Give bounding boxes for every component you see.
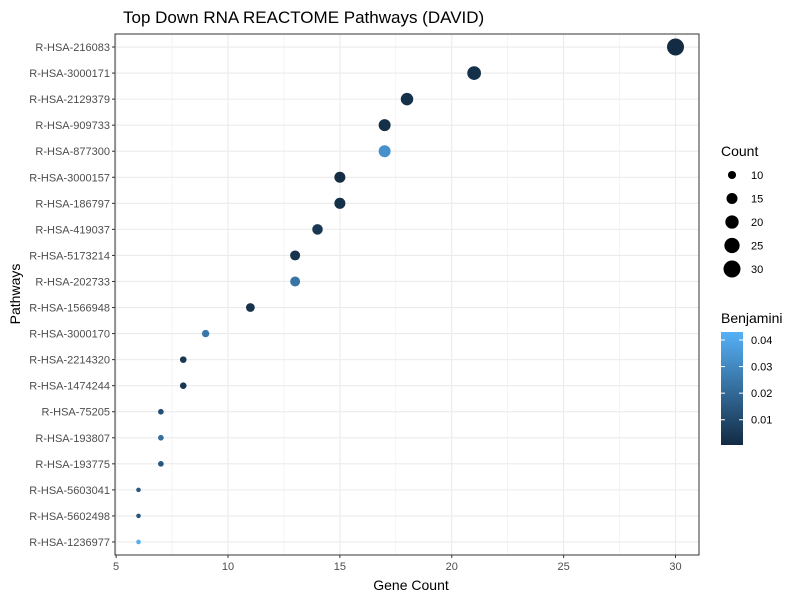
size-legend-label: 20 — [751, 217, 763, 229]
y-tick-label: R-HSA-186797 — [35, 198, 110, 210]
data-point — [136, 513, 141, 519]
legend-count-title: Count — [721, 143, 758, 159]
size-legend-label: 10 — [751, 170, 763, 182]
data-point — [179, 382, 187, 389]
data-point — [378, 145, 391, 158]
data-point — [334, 171, 346, 183]
y-tick-label: R-HSA-75205 — [42, 407, 110, 419]
data-point — [400, 92, 414, 106]
colorbar-label: 0.01 — [751, 415, 772, 427]
y-tick-label: R-HSA-419037 — [35, 224, 110, 236]
chart-title: Top Down RNA REACTOME Pathways (DAVID) — [123, 8, 484, 27]
x-tick-label: 15 — [334, 561, 346, 573]
data-point — [136, 487, 141, 493]
size-legend-key — [724, 237, 740, 254]
data-point — [667, 38, 685, 56]
data-point — [334, 197, 346, 209]
x-tick-label: 10 — [222, 561, 234, 573]
size-legend-label: 25 — [751, 241, 763, 253]
colorbar-label: 0.03 — [751, 362, 772, 374]
benjamini-colorbar — [721, 332, 743, 445]
size-legend-key — [726, 192, 738, 205]
y-tick-label: R-HSA-877300 — [35, 146, 110, 158]
y-tick-label: R-HSA-2129379 — [29, 94, 110, 106]
size-legend-key — [727, 170, 737, 180]
y-tick-label: R-HSA-5603041 — [29, 485, 110, 497]
y-tick-label: R-HSA-909733 — [35, 120, 110, 132]
x-tick-label: 5 — [113, 561, 119, 573]
data-point — [290, 276, 301, 287]
data-point — [312, 224, 323, 235]
y-tick-label: R-HSA-193807 — [35, 433, 110, 445]
x-axis-title: Gene Count — [373, 577, 449, 593]
data-point — [158, 434, 164, 441]
data-point — [245, 303, 255, 312]
x-tick-label: 30 — [669, 561, 681, 573]
legend-benjamini-title: Benjamini — [721, 310, 782, 326]
size-legend-key — [725, 215, 739, 229]
y-tick-label: R-HSA-193775 — [35, 459, 110, 471]
y-tick-label: R-HSA-1474244 — [29, 381, 110, 393]
y-axis-title: Pathways — [7, 264, 23, 325]
y-tick-label: R-HSA-1236977 — [29, 537, 110, 549]
data-point — [158, 408, 164, 415]
data-point — [378, 119, 391, 132]
data-point — [179, 356, 187, 363]
legend: Count 10 15 20 25 30 Benjamini 0.04 0.03 0.02 0… — [721, 143, 782, 445]
y-tick-label: R-HSA-3000157 — [29, 172, 110, 184]
colorbar-label: 0.02 — [751, 388, 772, 400]
data-point — [467, 66, 481, 80]
x-tick-label: 20 — [446, 561, 458, 573]
data-point — [201, 329, 210, 338]
y-tick-label: R-HSA-3000171 — [29, 68, 110, 80]
y-tick-label: R-HSA-5602498 — [29, 511, 110, 523]
data-point — [136, 539, 141, 545]
y-tick-label: R-HSA-1566948 — [29, 303, 110, 315]
size-legend-label: 30 — [751, 264, 763, 276]
y-tick-label: R-HSA-2214320 — [29, 355, 110, 367]
colorbar-label: 0.04 — [751, 335, 772, 347]
panel-border — [114, 33, 700, 556]
data-point — [290, 250, 301, 261]
y-tick-label: R-HSA-216083 — [35, 42, 110, 54]
y-tick-label: R-HSA-5173214 — [29, 250, 110, 262]
y-tick-label: R-HSA-3000170 — [29, 329, 110, 341]
x-tick-label: 25 — [558, 561, 570, 573]
y-tick-label: R-HSA-202733 — [35, 276, 110, 288]
size-legend-label: 15 — [751, 194, 763, 206]
size-legend-key — [723, 260, 741, 278]
data-point — [158, 460, 164, 467]
